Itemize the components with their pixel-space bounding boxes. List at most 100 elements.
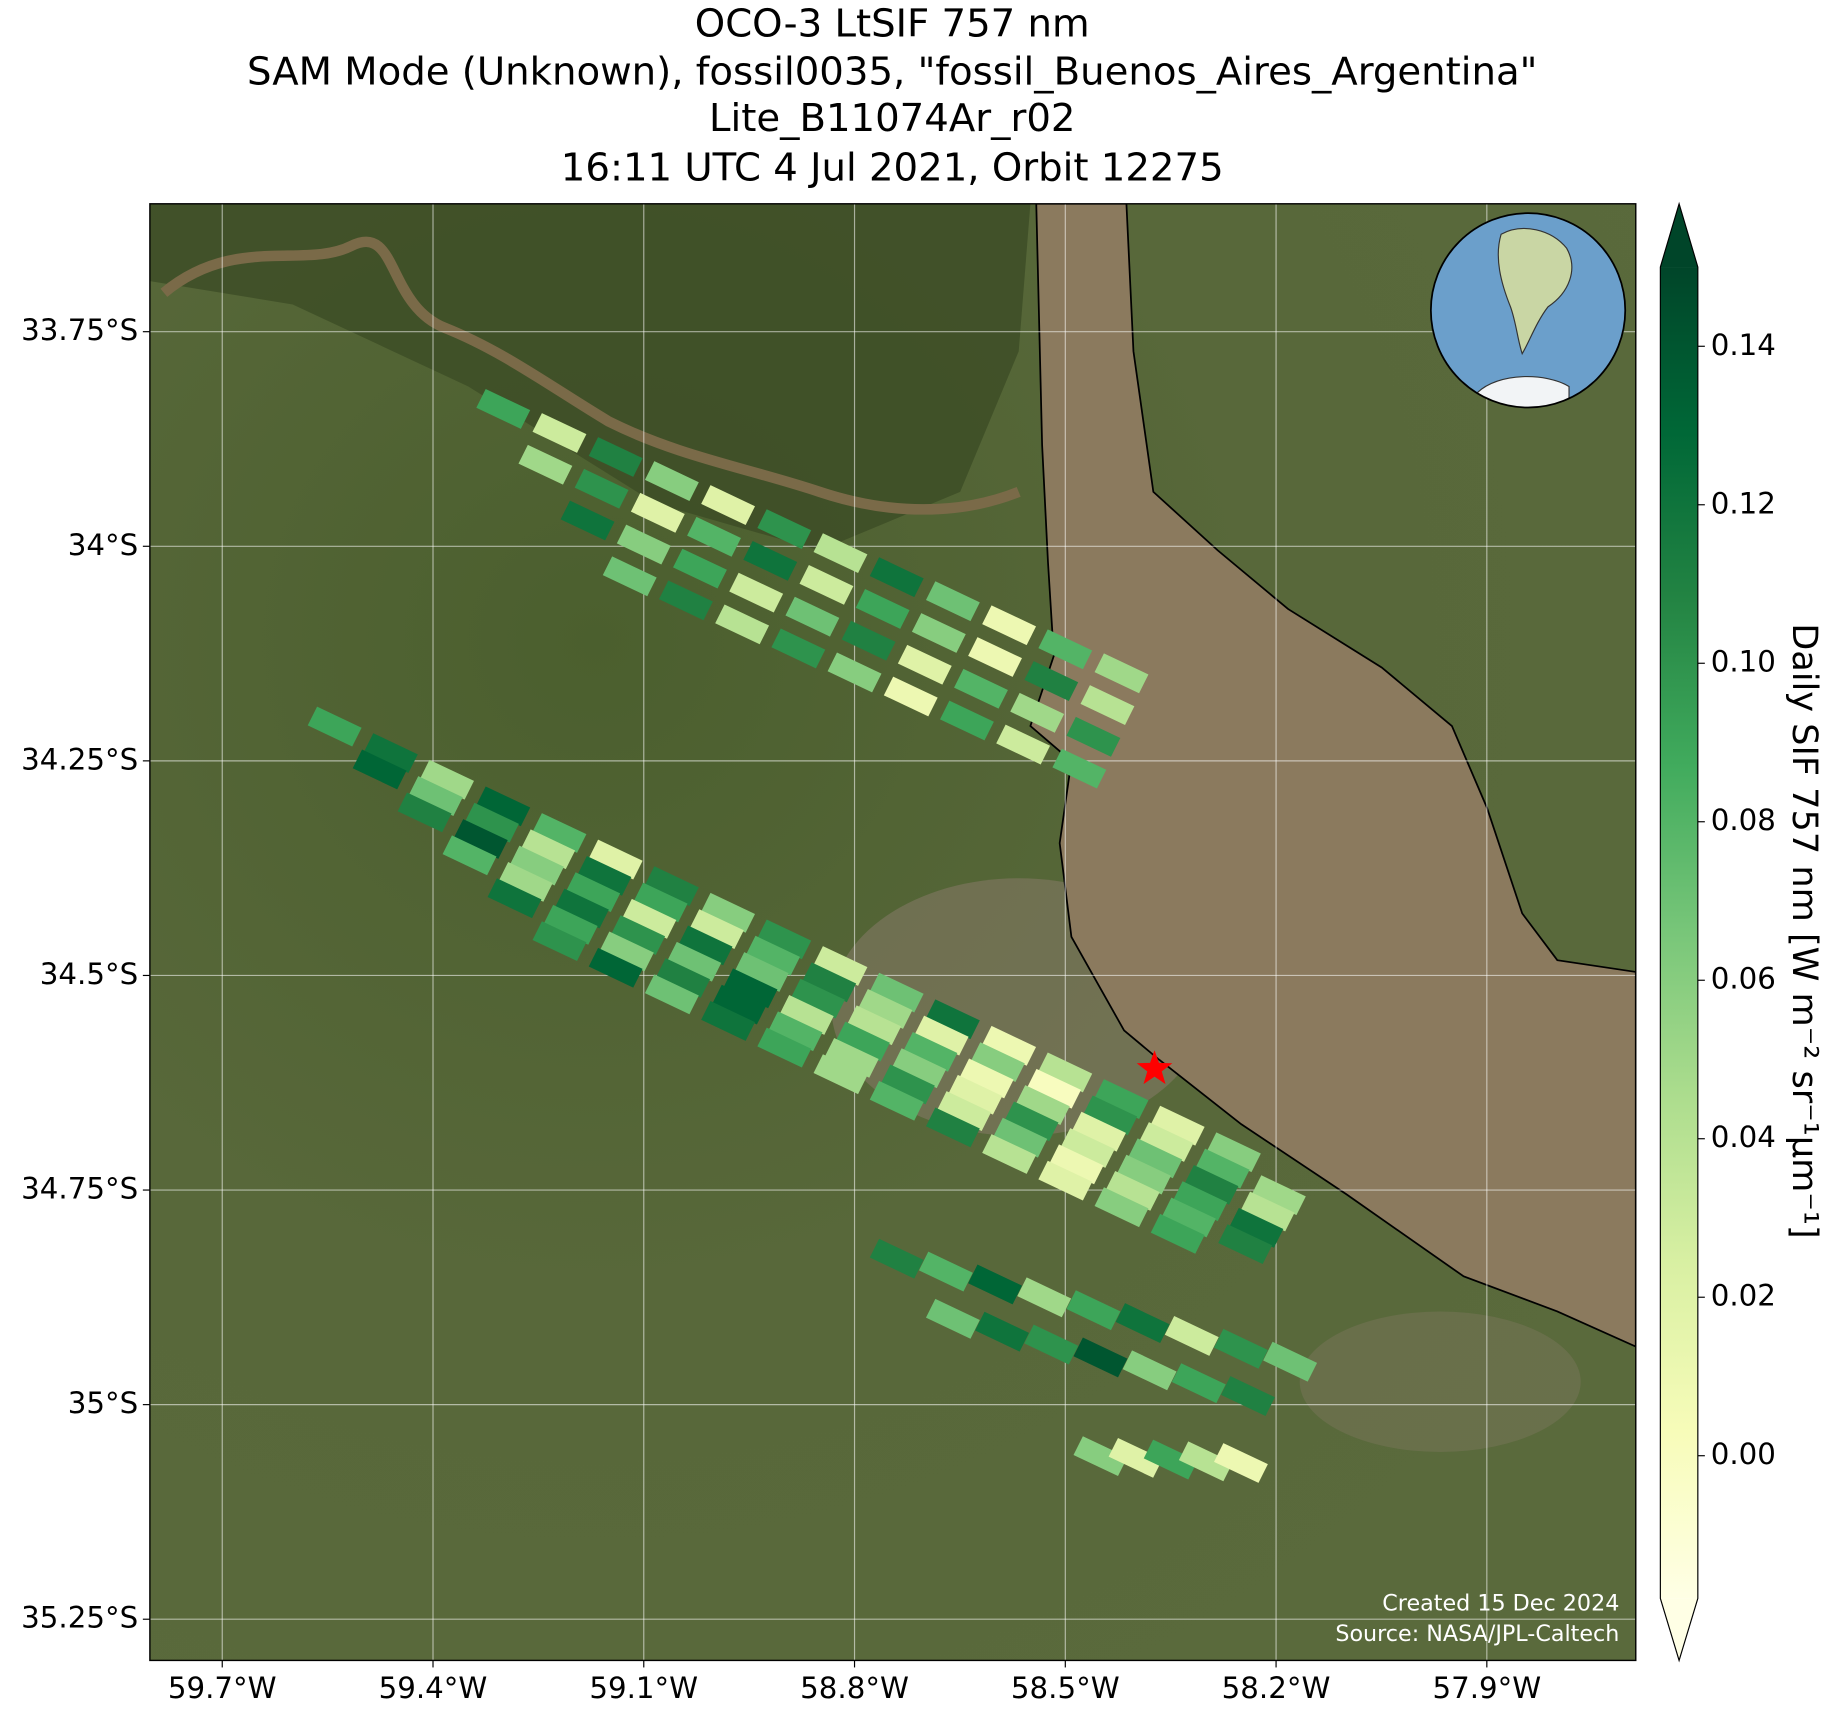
sif-footprint — [602, 556, 657, 597]
sif-footprint — [543, 904, 598, 945]
x-tick-label: 59.4°W — [379, 1671, 488, 1705]
sif-footprint — [1038, 1160, 1093, 1201]
inset-globe — [1429, 212, 1627, 409]
sif-footprint — [827, 652, 882, 693]
sif-footprint — [1024, 1324, 1079, 1365]
sif-footprint — [701, 1001, 756, 1041]
sif-footprint — [925, 999, 980, 1040]
sif-footprint — [1073, 1337, 1128, 1378]
sif-footprint — [644, 461, 699, 501]
sif-footprint — [1251, 1175, 1306, 1216]
chart-subtitle: Lite_B11074Ar_r02 — [709, 96, 1075, 141]
sif-footprint — [968, 637, 1022, 677]
sif-footprint — [779, 995, 834, 1035]
colorbar-tick-label: 0.00 — [1711, 1437, 1776, 1471]
y-tick-label: 34.75°S — [21, 1172, 138, 1206]
sif-footprint — [937, 1091, 992, 1131]
sif-footprint — [616, 524, 671, 565]
sif-footprint — [729, 572, 784, 613]
y-tick-label: 34.25°S — [21, 742, 138, 776]
footprints — [307, 389, 1318, 1483]
sif-footprint — [1108, 1437, 1163, 1478]
sif-footprint — [903, 1031, 958, 1072]
river — [160, 236, 1021, 515]
sif-footprint — [1206, 1132, 1261, 1173]
sif-footprint — [869, 557, 924, 598]
sif-footprint — [521, 829, 576, 870]
sif-footprint — [1139, 1122, 1194, 1162]
sif-footprint — [560, 500, 615, 541]
sif-footprint — [1115, 1303, 1170, 1343]
sif-footprint — [532, 413, 587, 453]
sif-footprint — [566, 872, 621, 913]
sif-footprint — [869, 1238, 924, 1279]
colorbar-extend — [1660, 203, 1698, 268]
basemap — [149, 203, 1636, 1661]
sif-footprint — [968, 1264, 1022, 1305]
sif-footprint — [911, 613, 966, 653]
sif-footprint — [510, 845, 564, 886]
sif-footprint — [1162, 1197, 1216, 1238]
sif-footprint — [715, 604, 770, 645]
sif-footprint — [757, 919, 812, 960]
sif-footprint — [880, 1064, 935, 1105]
sif-footprint — [1150, 1105, 1205, 1146]
sif-footprint — [1221, 1376, 1275, 1416]
sif-footprint — [975, 1311, 1030, 1352]
x-tick-label: 59.7°W — [168, 1671, 277, 1705]
colorbar-extend — [1660, 1598, 1698, 1661]
sif-footprint — [532, 921, 587, 962]
sif-footprint — [656, 958, 711, 998]
sif-footprint — [1150, 1213, 1205, 1254]
sif-footprint — [1015, 1085, 1070, 1125]
sif-footprint — [630, 492, 685, 533]
sif-footprint — [307, 706, 362, 747]
sif-footprint — [1173, 1181, 1228, 1222]
water — [1029, 203, 1636, 1348]
globe-outline — [1429, 212, 1627, 409]
colorbar-tick-label: 0.02 — [1711, 1279, 1776, 1313]
sif-footprint — [1229, 1207, 1284, 1248]
colorbar-tick-label: 0.04 — [1711, 1120, 1776, 1154]
sif-footprint — [1128, 1138, 1183, 1179]
colorbar: 0.00 0.02 0.04 0.06 0.08 0.10 0.12 0.14 — [1659, 201, 1776, 1663]
sif-footprint — [1049, 1144, 1104, 1185]
sif-footprint — [918, 1251, 973, 1292]
target-marker — [1136, 1050, 1173, 1085]
sif-footprint — [768, 1011, 823, 1052]
sif-footprint — [465, 802, 519, 843]
sif-footprint — [954, 668, 1008, 709]
sif-footprint — [701, 892, 756, 933]
annotation: Source: NASA/JPL-Caltech — [1335, 1621, 1619, 1647]
sif-footprint — [1094, 653, 1149, 694]
sif-footprint — [453, 819, 508, 859]
sif-footprint — [959, 1058, 1014, 1099]
sif-footprint — [1178, 1441, 1233, 1482]
x-tick-label: 58.5°W — [1011, 1671, 1120, 1705]
sif-footprint — [532, 813, 587, 853]
sif-footprint — [644, 866, 699, 907]
y-tick-label: 34°S — [68, 528, 138, 562]
colorbar-outline — [1659, 201, 1699, 1663]
sif-footprint — [723, 968, 778, 1009]
sif-footprint — [555, 888, 609, 929]
sif-footprint — [869, 972, 924, 1013]
sif-footprint — [442, 835, 497, 876]
sif-footprint — [1072, 1111, 1126, 1152]
sif-footprint — [757, 1027, 812, 1068]
sif-footprint — [397, 792, 452, 833]
sif-footprint — [925, 1298, 980, 1339]
sif-footprint — [1214, 1328, 1268, 1369]
sif-footprint — [1195, 1148, 1250, 1189]
sif-footprint — [757, 509, 812, 550]
chart-title: OCO-3 LtSIF 757 nm — [695, 1, 1090, 46]
sif-footprint — [1143, 1439, 1198, 1480]
sif-footprint — [1240, 1191, 1295, 1232]
sif-footprint — [712, 984, 767, 1025]
sif-footprint — [667, 941, 722, 982]
sif-footprint — [689, 909, 744, 950]
sif-footprint — [1073, 1436, 1128, 1477]
chart-subtitle: SAM Mode (Unknown), fossil0035, "fossil_… — [247, 49, 1537, 94]
sif-footprint — [352, 749, 407, 790]
delta — [149, 203, 1031, 551]
